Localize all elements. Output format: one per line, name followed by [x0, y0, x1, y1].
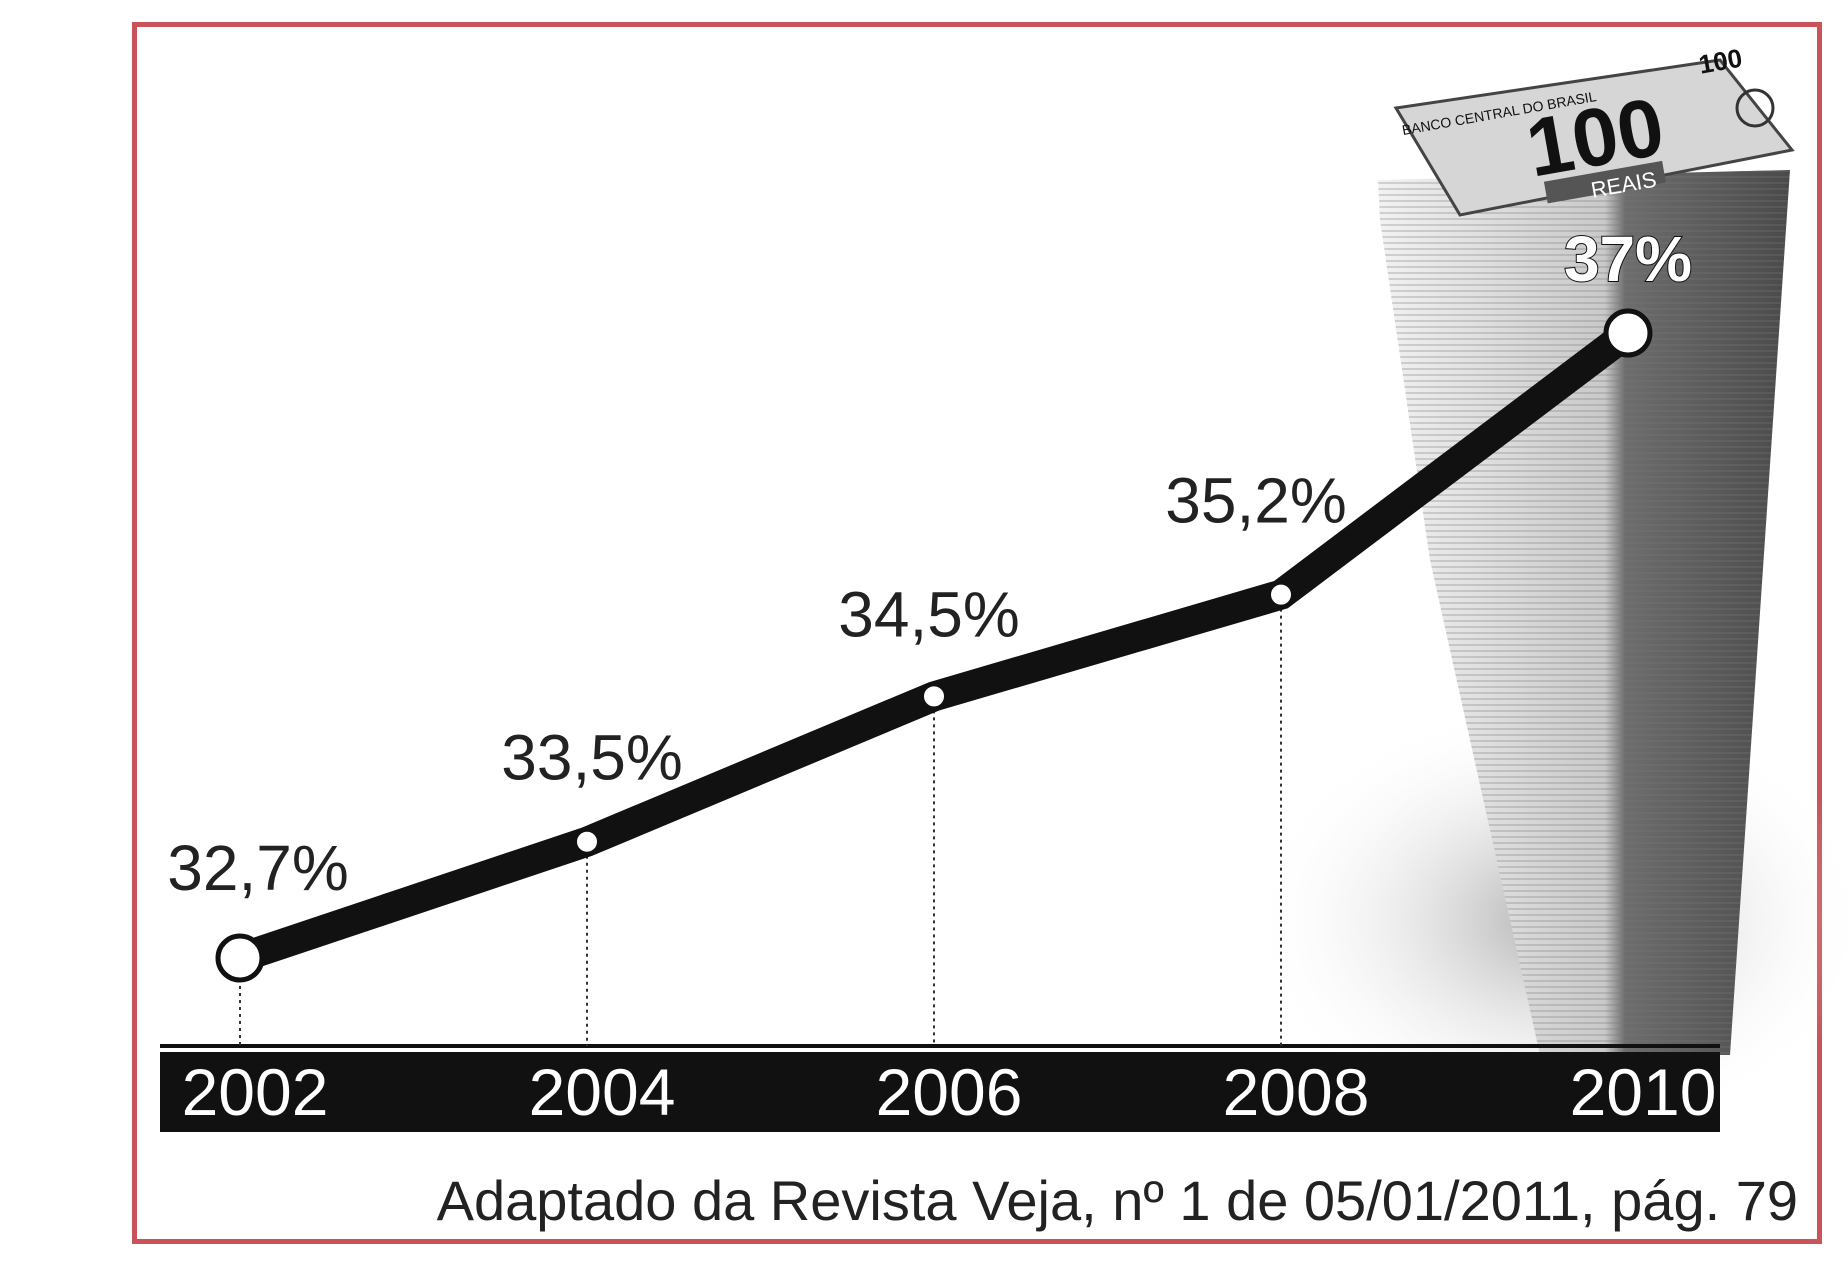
x-tick-2002: 2002: [182, 1055, 329, 1129]
chart-frame: [132, 22, 1822, 1244]
data-label-2004: 33,5%: [501, 722, 682, 794]
data-point-2006: [920, 682, 948, 711]
data-label-2010: 37%: [1564, 223, 1692, 295]
x-tick-2008: 2008: [1223, 1055, 1370, 1129]
x-tick-2010: 2010: [1570, 1055, 1717, 1129]
note-label-bar: [1543, 160, 1666, 204]
data-label-2002: 32,7%: [167, 832, 348, 904]
data-label-2008: 35,2%: [1165, 465, 1346, 537]
data-point-2004: [573, 827, 601, 856]
guide-lines: [239, 594, 1282, 1046]
money-stack-illustration: 100 100 REAIS BANCO CENTRAL DO BRASIL: [1250, 43, 1848, 1140]
source-caption: Adaptado da Revista Veja, nº 1 de 05/01/…: [437, 1169, 1798, 1232]
x-tick-2004: 2004: [529, 1055, 676, 1129]
data-point-2008: [1267, 580, 1295, 609]
banknote: 100 100 REAIS BANCO CENTRAL DO BRASIL: [1393, 43, 1795, 217]
data-point-2010: [1603, 308, 1653, 358]
x-axis-band: [160, 1052, 1720, 1132]
x-tick-labels: 2002 2004 2006 2008 2010: [182, 1055, 1717, 1129]
note-top-value: 100: [1696, 43, 1744, 80]
data-labels: 32,7% 33,5% 34,5% 35,2% 37%: [167, 222, 1693, 904]
data-point-2002: [215, 933, 265, 983]
data-label-2006: 34,5%: [838, 578, 1019, 650]
data-points: [215, 308, 1653, 983]
x-tick-2006: 2006: [876, 1055, 1023, 1129]
note-seal: [1735, 88, 1775, 128]
stack-texture: [1378, 170, 1790, 1055]
